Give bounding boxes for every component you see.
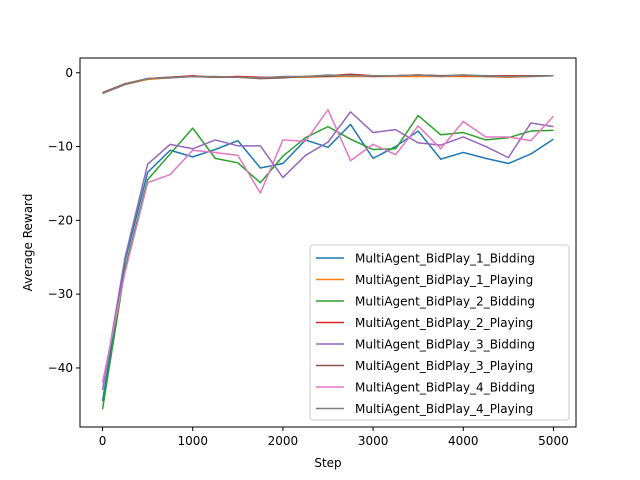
series-line-1 (101, 123, 554, 402)
y-tick-label: −10 (48, 140, 73, 154)
y-tick-label: −30 (48, 287, 73, 301)
y-axis-ticks: −40 −30 −20 −10 0 (48, 66, 80, 375)
legend-label: MultiAgent_BidPlay_1_Bidding (355, 252, 535, 266)
series-line-5 (101, 111, 554, 391)
plot-frame (79, 57, 577, 428)
x-tick-label: 1000 (177, 434, 208, 448)
legend-label: MultiAgent_BidPlay_4_Bidding (355, 381, 535, 395)
y-axis-label: Average Reward (21, 194, 35, 292)
x-axis-label: Step (314, 456, 341, 470)
legend-label: MultiAgent_BidPlay_2_Bidding (355, 295, 535, 309)
legend-box (309, 244, 570, 421)
series-line-8 (102, 74, 554, 95)
x-tick-label: 4000 (448, 434, 479, 448)
x-tick-label: 3000 (358, 434, 389, 448)
legend-label: MultiAgent_BidPlay_1_Playing (355, 273, 533, 287)
x-axis-ticks: 0 1000 2000 3000 4000 5000 (99, 427, 569, 448)
series-line-7 (101, 108, 555, 383)
x-tick-label: 5000 (538, 434, 569, 448)
x-tick-label: 2000 (268, 434, 299, 448)
legend: MultiAgent_BidPlay_1_Bidding MultiAgent_B… (309, 244, 570, 421)
legend-label: MultiAgent_BidPlay_4_Playing (355, 402, 533, 416)
y-tick-label: −20 (48, 213, 73, 227)
y-tick-label: 0 (65, 66, 73, 80)
plot-lines (101, 73, 555, 410)
x-tick-label: 0 (99, 434, 107, 448)
legend-label: MultiAgent_BidPlay_2_Playing (355, 316, 533, 330)
y-tick-label: −40 (48, 361, 73, 375)
legend-label: MultiAgent_BidPlay_3_Playing (355, 359, 533, 373)
legend-label: MultiAgent_BidPlay_3_Bidding (355, 338, 535, 352)
